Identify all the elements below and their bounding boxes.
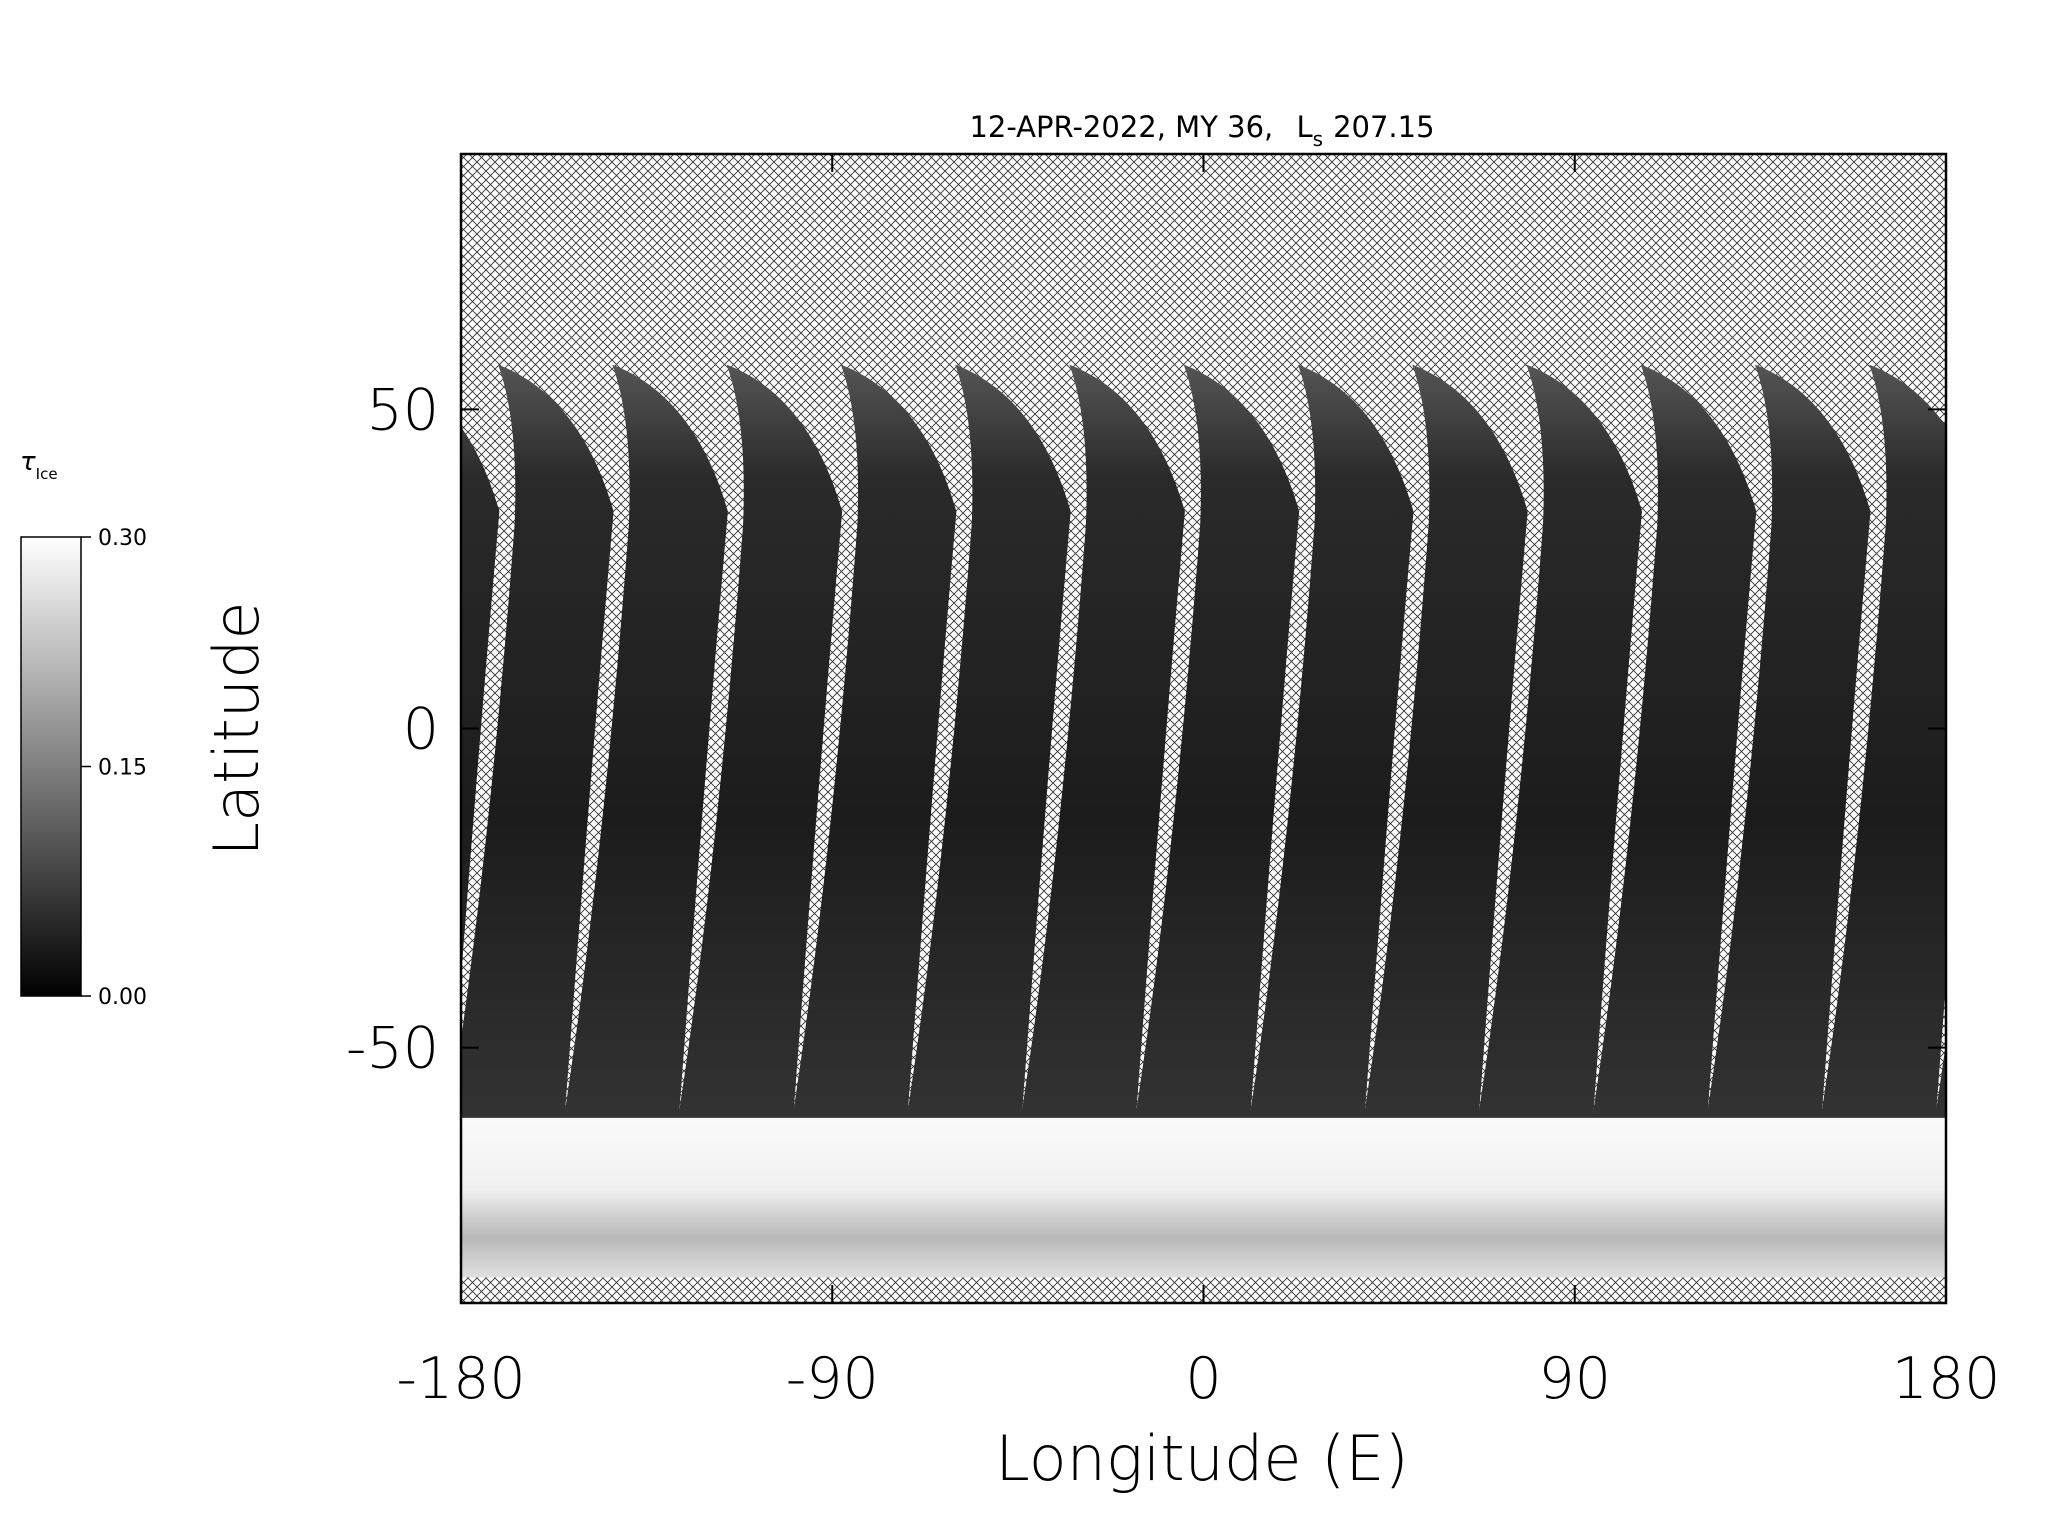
x-tick-label: 0 — [1185, 1346, 1221, 1412]
swath — [1819, 364, 1946, 1125]
swath — [461, 426, 500, 978]
x-axis-label: Longitude (E) — [995, 1422, 1408, 1495]
x-tick-label: -180 — [396, 1346, 525, 1412]
polar-cap — [461, 1117, 1946, 1278]
colorbar-label: τIce — [20, 447, 58, 483]
swath — [1591, 364, 1757, 1125]
swath — [791, 364, 957, 1125]
swath — [1248, 364, 1414, 1125]
x-tick-label: 180 — [1892, 1346, 2001, 1412]
y-tick-label: 0 — [403, 697, 439, 763]
map-imagery — [461, 364, 1946, 1278]
y-tick-label: 50 — [366, 377, 439, 443]
swath — [461, 364, 614, 1125]
swath — [1362, 364, 1528, 1125]
colorbar-tick-label: 0.15 — [98, 756, 147, 781]
colorbar-tick-label: 0.00 — [98, 985, 147, 1010]
swath — [677, 364, 843, 1125]
swath — [1019, 364, 1185, 1125]
colorbar-tick-label: 0.30 — [98, 526, 147, 551]
swath — [1705, 364, 1871, 1125]
y-tick-label: -50 — [346, 1016, 439, 1082]
x-tick-label: -90 — [786, 1346, 879, 1412]
swath — [1934, 1042, 1946, 1125]
x-tick-label: 90 — [1538, 1346, 1611, 1412]
chart-title: 12-APR-2022, MY 36, Ls 207.15 — [969, 110, 1434, 151]
colorbar-ramp — [20, 536, 82, 997]
swath — [562, 364, 728, 1125]
y-axis-label: Latitude — [200, 601, 273, 856]
colorbar: τIce — [20, 447, 82, 997]
swath — [1134, 364, 1300, 1125]
swath — [1477, 364, 1642, 1125]
swath — [905, 364, 1071, 1125]
